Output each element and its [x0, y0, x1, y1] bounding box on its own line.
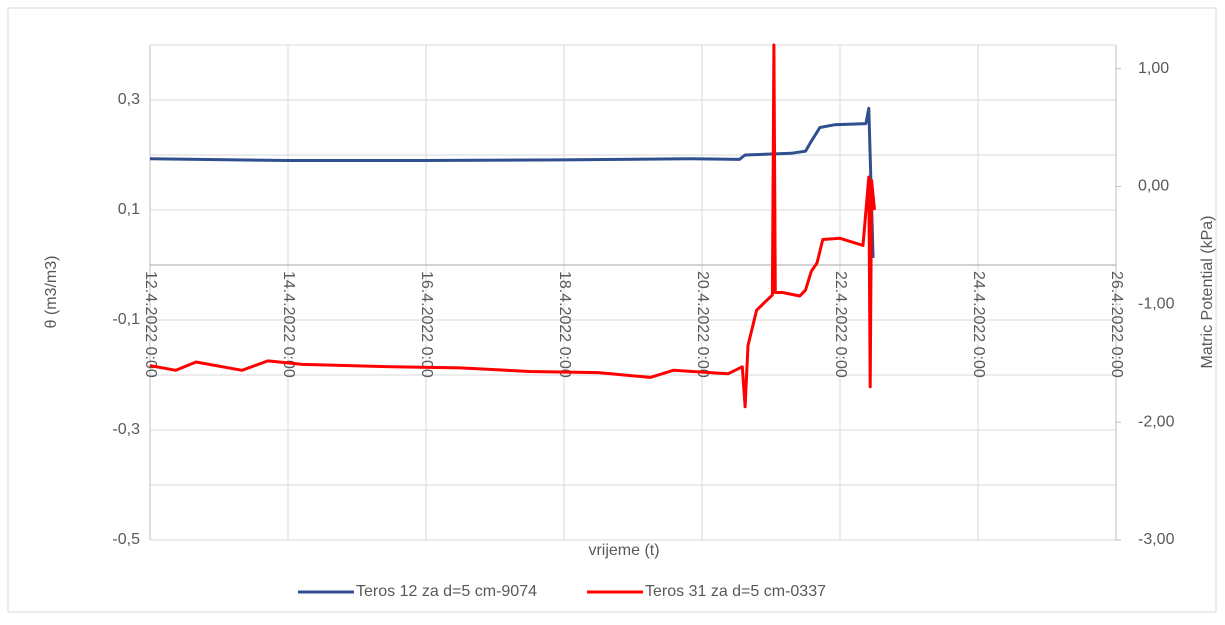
x-tick-label: 18.4.2022 0:00 — [556, 271, 573, 378]
y-axis-title: θ (m3/m3) — [43, 256, 60, 329]
x-tick-label: 26.4.2022 0:00 — [1108, 271, 1125, 378]
x-tick-label: 24.4.2022 0:00 — [970, 271, 987, 378]
y2-tick-label: -1,00 — [1138, 296, 1175, 313]
y-tick-label: -0,3 — [112, 421, 140, 438]
chart-border — [7, 7, 1217, 613]
x-tick-label: 22.4.2022 0:00 — [832, 271, 849, 378]
y-tick-label: 0,3 — [118, 91, 140, 108]
y-tick-label: 0,1 — [118, 201, 140, 218]
x-tick-label: 20.4.2022 0:00 — [694, 271, 711, 378]
y2-axis-title: Matric Potential (kPa) — [1199, 216, 1216, 369]
legend-label: Teros 12 za d=5 cm-9074 — [356, 583, 537, 600]
y-tick-label: -0,1 — [112, 311, 140, 328]
y-tick-label: -0,5 — [112, 531, 140, 548]
x-tick-label: 12.4.2022 0:00 — [142, 271, 159, 378]
series-line — [150, 43, 876, 409]
y2-tick-label: 0,00 — [1138, 178, 1169, 195]
x-tick-label: 16.4.2022 0:00 — [418, 271, 435, 378]
y2-tick-label: -3,00 — [1138, 531, 1175, 548]
legend-label: Teros 31 za d=5 cm-0337 — [645, 583, 826, 600]
series-line — [150, 106, 875, 258]
x-tick-label: 14.4.2022 0:00 — [280, 271, 297, 378]
y2-tick-label: -2,00 — [1138, 413, 1175, 430]
y2-tick-label: 1,00 — [1138, 60, 1169, 77]
x-axis-title: vrijeme (t) — [588, 542, 659, 559]
